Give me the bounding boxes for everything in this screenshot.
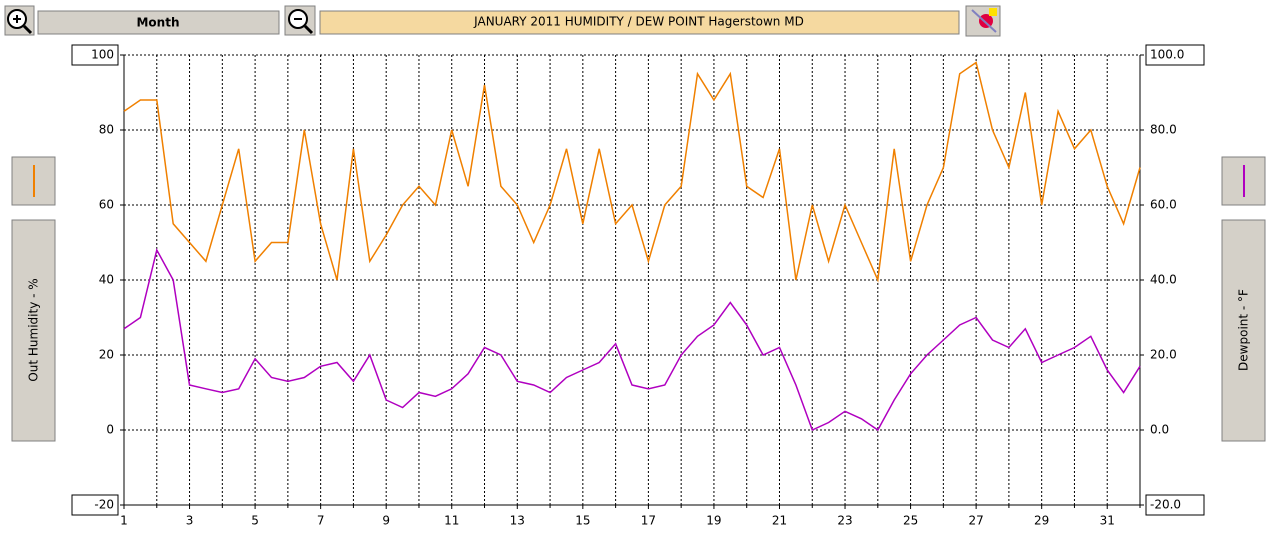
x-tick-label: 17 bbox=[641, 514, 656, 528]
series-line bbox=[123, 61, 1141, 283]
y-tick-label: 20 bbox=[99, 348, 114, 362]
dewpoint-legend-button[interactable] bbox=[1221, 156, 1266, 206]
y-tick-label: -20 bbox=[94, 498, 114, 512]
y2-tick-label: -20.0 bbox=[1150, 498, 1181, 512]
x-tick-label: 1 bbox=[120, 514, 128, 528]
y2-axis-label: Dewpoint - °F bbox=[1237, 289, 1251, 371]
x-tick-label: 19 bbox=[706, 514, 721, 528]
y2-axis-button[interactable] bbox=[1221, 219, 1266, 442]
x-tick-label: 11 bbox=[444, 514, 459, 528]
y2-tick-label: 60.0 bbox=[1150, 198, 1177, 212]
x-tick-label: 3 bbox=[186, 514, 194, 528]
x-tick-label: 31 bbox=[1100, 514, 1115, 528]
x-tick-label: 5 bbox=[251, 514, 259, 528]
y2-tick-label: 0.0 bbox=[1150, 423, 1169, 437]
y-tick-label: 60 bbox=[99, 198, 114, 212]
x-tick-label: 21 bbox=[772, 514, 787, 528]
x-tick-label: 13 bbox=[510, 514, 525, 528]
x-tick-label: 9 bbox=[382, 514, 390, 528]
x-tick-label: 15 bbox=[575, 514, 590, 528]
period-button[interactable] bbox=[37, 10, 280, 35]
period-label: Month bbox=[136, 16, 179, 30]
y-axis-button[interactable] bbox=[11, 219, 56, 442]
title-box bbox=[319, 10, 960, 35]
y-tick-label: 0 bbox=[106, 423, 114, 437]
humidity-legend-button[interactable] bbox=[11, 156, 56, 206]
y2-tick-label: 100.0 bbox=[1150, 48, 1184, 62]
y-tick-box bbox=[71, 44, 119, 66]
x-tick-label: 7 bbox=[317, 514, 325, 528]
options-icon[interactable] bbox=[965, 5, 1001, 37]
y2-tick-box bbox=[1145, 44, 1205, 66]
y-tick-label: 40 bbox=[99, 273, 114, 287]
y-tick-box bbox=[71, 494, 119, 516]
zoom-in-button[interactable] bbox=[4, 5, 35, 36]
y-axis-label: Out Humidity - % bbox=[27, 278, 41, 381]
x-tick-label: 29 bbox=[1034, 514, 1049, 528]
chart-title: JANUARY 2011 HUMIDITY / DEW POINT Hagers… bbox=[473, 15, 804, 29]
y-tick-label: 100 bbox=[91, 48, 114, 62]
x-tick-label: 27 bbox=[968, 514, 983, 528]
y2-tick-label: 40.0 bbox=[1150, 273, 1177, 287]
y-tick-label: 80 bbox=[99, 123, 114, 137]
series-line bbox=[123, 247, 1141, 432]
y2-tick-box bbox=[1145, 494, 1205, 516]
x-tick-label: 23 bbox=[837, 514, 852, 528]
zoom-out-button[interactable] bbox=[284, 5, 316, 36]
x-tick-label: 25 bbox=[903, 514, 918, 528]
y2-tick-label: 80.0 bbox=[1150, 123, 1177, 137]
y2-tick-label: 20.0 bbox=[1150, 348, 1177, 362]
